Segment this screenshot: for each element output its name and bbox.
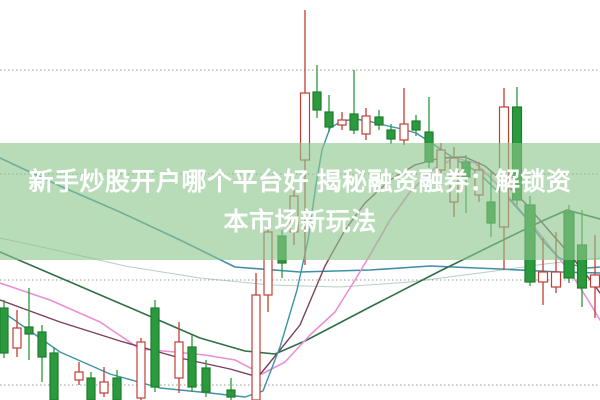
candle-down xyxy=(49,352,59,400)
title-banner: 新手炒股开户哪个平台好 揭秘融资融券：解锁资 本市场新玩法 xyxy=(0,143,600,260)
candle-down xyxy=(324,111,334,128)
candle-down xyxy=(226,389,236,398)
candle-up xyxy=(337,119,347,126)
candle-up xyxy=(251,294,261,400)
candle-up xyxy=(12,327,22,349)
candle-down xyxy=(374,116,384,126)
candle-up xyxy=(99,381,109,394)
candle-down xyxy=(187,346,197,388)
candle-down xyxy=(150,307,160,388)
candle-up xyxy=(361,115,371,135)
candle-down xyxy=(312,91,322,111)
candle-up xyxy=(399,123,409,141)
candle-up xyxy=(537,271,549,283)
candle-down xyxy=(0,307,9,354)
candle-up xyxy=(550,271,562,288)
candle-down xyxy=(201,367,211,393)
candle-down xyxy=(37,331,47,358)
candle-up xyxy=(589,274,600,288)
candle-down xyxy=(112,377,122,400)
candle-down xyxy=(386,129,396,140)
candle-down xyxy=(86,377,96,400)
candle-down xyxy=(24,326,34,335)
candle-down xyxy=(349,113,359,131)
title-line-2: 本市场新玩法 xyxy=(223,207,377,236)
title-line-1: 新手炒股开户哪个平台好 揭秘融资融券：解锁资 xyxy=(28,167,572,196)
candle-up xyxy=(136,341,146,399)
candle-down xyxy=(411,120,421,131)
candle-up xyxy=(74,371,84,381)
candle-up xyxy=(174,341,184,379)
